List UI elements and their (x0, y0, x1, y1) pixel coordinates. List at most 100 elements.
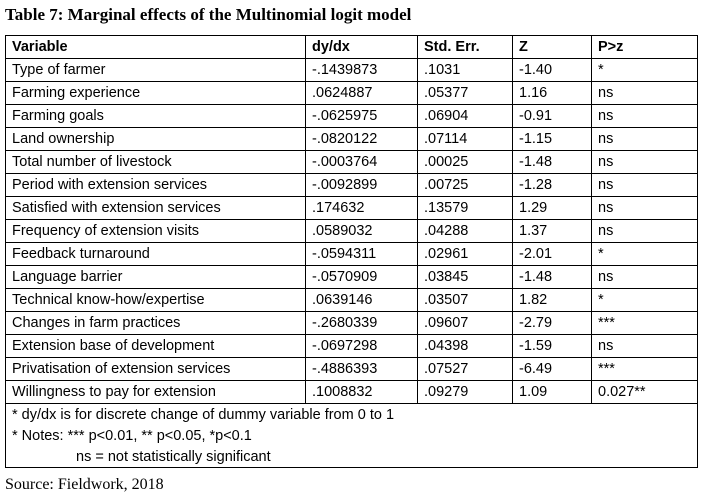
table-cell: * (591, 58, 698, 82)
table-row: Technical know-how/expertise .0639146.035… (5, 288, 698, 312)
table-row: Land ownership -.0820122.07114 -1.15 ns (5, 127, 698, 151)
table-cell: .04398 (417, 334, 513, 358)
table-cell: ns (591, 81, 698, 105)
table-row: Period with extension services -.0092899.… (5, 173, 698, 197)
note: ns = not statistically significant (5, 446, 698, 468)
note-row: ns = not statistically significant (5, 446, 698, 468)
table-body: Variable dy/dx Std. Err. Z P>z Type of farmer… (5, 35, 698, 468)
table-cell: .09607 (417, 311, 513, 335)
table-cell: 1.16 (512, 81, 592, 105)
table-cell: -1.48 (512, 150, 592, 174)
table-cell: -2.79 (512, 311, 592, 335)
table-cell: 1.29 (512, 196, 592, 220)
table-cell: 1.37 (512, 219, 592, 243)
table-cell: -.4886393 (305, 357, 418, 381)
table-cell: *** (591, 311, 698, 335)
table-cell: -2.01 (512, 242, 592, 266)
header-cell: Variable (5, 35, 306, 59)
table-cell: ns (591, 219, 698, 243)
table-cell: Feedback turnaround (5, 242, 306, 266)
table-row: Frequency of extension visits .0589032.04… (5, 219, 698, 243)
table-cell: .04288 (417, 219, 513, 243)
table-cell: Land ownership (5, 127, 306, 151)
table-cell: Privatisation of extension services (5, 357, 306, 381)
note: * Notes: *** p<0.01, ** p<0.05, *p<0.1 (5, 425, 698, 446)
note-row: * Notes: *** p<0.01, ** p<0.05, *p<0.1 (5, 425, 698, 446)
table-cell: .03845 (417, 265, 513, 289)
table-cell: Technical know-how/expertise (5, 288, 306, 312)
table-cell: Changes in farm practices (5, 311, 306, 335)
table-cell: -.0570909 (305, 265, 418, 289)
table-cell: .09279 (417, 380, 513, 404)
header-cell: Std. Err. (417, 35, 513, 59)
table-cell: -0.91 (512, 104, 592, 128)
table-row: Type of farmer -.1439873.1031 -1.40 * (5, 58, 698, 82)
table-cell: Frequency of extension visits (5, 219, 306, 243)
table-row: Satisfied with extension services .174632… (5, 196, 698, 220)
table-cell: ns (591, 150, 698, 174)
table-cell: -6.49 (512, 357, 592, 381)
header-cell: P>z (591, 35, 698, 59)
table-cell: .03507 (417, 288, 513, 312)
table-row: Language barrier -.0570909.03845 -1.48 ns (5, 265, 698, 289)
table-cell: .0639146 (305, 288, 418, 312)
table-cell: .1008832 (305, 380, 418, 404)
table-cell: Satisfied with extension services (5, 196, 306, 220)
table-cell: Type of farmer (5, 58, 306, 82)
table-cell: ns (591, 265, 698, 289)
header-row: Variable dy/dx Std. Err. Z P>z (5, 35, 698, 59)
table-cell: Language barrier (5, 265, 306, 289)
table-cell: ns (591, 127, 698, 151)
table-cell: .13579 (417, 196, 513, 220)
table-cell: -1.40 (512, 58, 592, 82)
table: Variable dy/dx Std. Err. Z P>z Type of farmer… (5, 35, 698, 468)
table-cell: .0589032 (305, 219, 418, 243)
table-cell: .1031 (417, 58, 513, 82)
table-cell: ns (591, 104, 698, 128)
table-cell: .05377 (417, 81, 513, 105)
table-cell: .174632 (305, 196, 418, 220)
table-cell: ns (591, 334, 698, 358)
table-cell: Willingness to pay for extension (5, 380, 306, 404)
table-cell: ns (591, 173, 698, 197)
table-row: Total number of livestock -.0003764.00025… (5, 150, 698, 174)
table-cell: Total number of livestock (5, 150, 306, 174)
table-title: Table 7: Marginal effects of the Multino… (5, 5, 412, 24)
table-cell: *** (591, 357, 698, 381)
note-row: * dy/dx is for discrete change of dummy … (5, 403, 698, 425)
table-cell: .0624887 (305, 81, 418, 105)
table-cell: -.0697298 (305, 334, 418, 358)
table-row: Willingness to pay for extension .1008832… (5, 380, 698, 404)
table-cell: .02961 (417, 242, 513, 266)
table-cell: -.2680339 (305, 311, 418, 335)
table-cell: .06904 (417, 104, 513, 128)
table-row: Extension base of development -.0697298.0… (5, 334, 698, 358)
table-cell: Farming goals (5, 104, 306, 128)
table-cell: -.0594311 (305, 242, 418, 266)
table-cell: .07114 (417, 127, 513, 151)
table-row: Farming experience .0624887.05377 1.16 ns (5, 81, 698, 105)
table-row: Changes in farm practices -.2680339.09607… (5, 311, 698, 335)
table-cell: Farming experience (5, 81, 306, 105)
header-cell: dy/dx (305, 35, 418, 59)
table-row: Privatisation of extension services -.488… (5, 357, 698, 381)
table-cell: * (591, 288, 698, 312)
table-cell: -1.59 (512, 334, 592, 358)
note: * dy/dx is for discrete change of dummy … (5, 403, 698, 425)
table-cell: -1.15 (512, 127, 592, 151)
table-row: Feedback turnaround -.0594311.02961 -2.01 * (5, 242, 698, 266)
table-cell: .07527 (417, 357, 513, 381)
table-cell: 1.09 (512, 380, 592, 404)
table-cell: -.0820122 (305, 127, 418, 151)
table-cell: -.0625975 (305, 104, 418, 128)
header-cell: Z (512, 35, 592, 59)
table-cell: ns (591, 196, 698, 220)
table-cell: Extension base of development (5, 334, 306, 358)
table-cell: 1.82 (512, 288, 592, 312)
table-cell: -1.48 (512, 265, 592, 289)
table-cell: .00025 (417, 150, 513, 174)
table-cell: -1.28 (512, 173, 592, 197)
source: Source: Fieldwork, 2018 (5, 476, 164, 493)
table-cell: .00725 (417, 173, 513, 197)
